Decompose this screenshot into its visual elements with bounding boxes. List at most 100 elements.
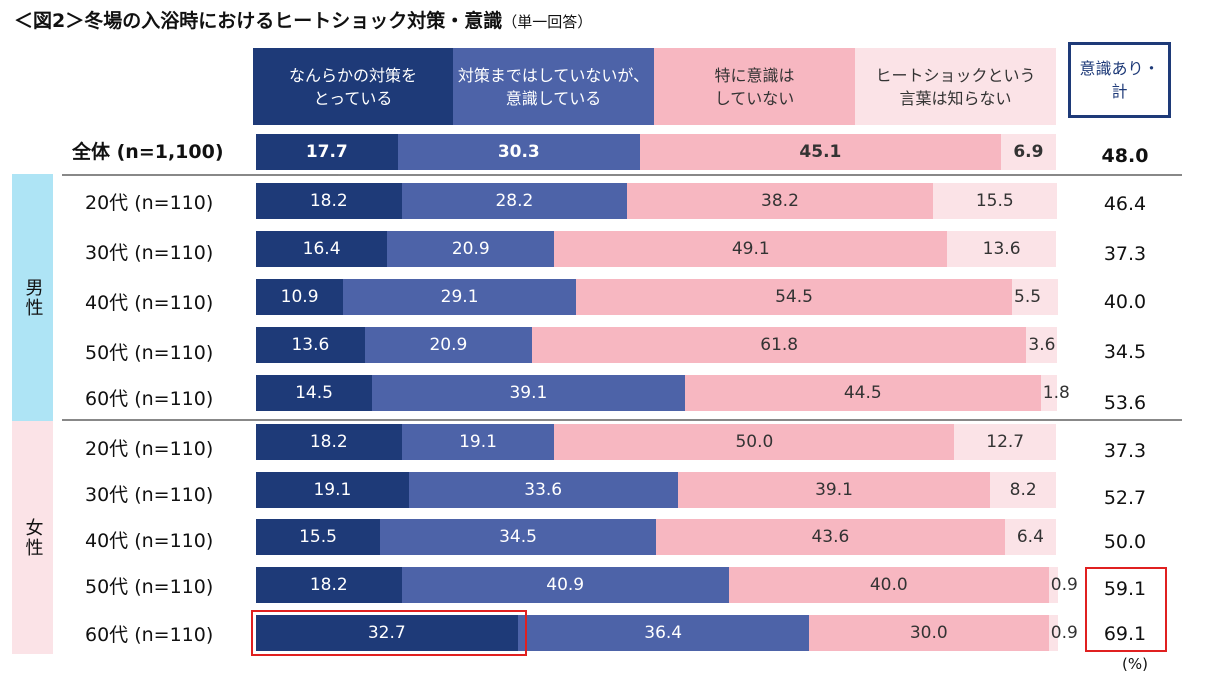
data-label: 18.2	[309, 432, 348, 452]
data-label: 45.1	[799, 142, 842, 162]
group-band-male: 男性	[12, 174, 53, 421]
data-label: 13.6	[291, 335, 330, 355]
data-label: 20.9	[429, 335, 468, 355]
row-label: 40代 (n=110)	[85, 292, 214, 314]
bar-segment: 6.9	[1000, 134, 1056, 170]
bar-segment: 15.5	[932, 183, 1057, 219]
bar-segment: 15.5	[256, 519, 380, 555]
data-label: 28.2	[495, 191, 534, 211]
data-label: 15.5	[299, 527, 337, 547]
legend-item-1: 対策まではしていないが、 意識している	[453, 48, 654, 125]
total-value: 48.0	[1101, 145, 1149, 167]
bar-segment: 50.0	[554, 424, 955, 460]
group-label-female: 女性	[22, 517, 44, 558]
bar-segment: 13.6	[947, 231, 1056, 267]
bar-segment: 30.0	[808, 615, 1049, 651]
bar-segment: 28.2	[401, 183, 628, 219]
bar-segment: 33.6	[408, 472, 678, 508]
bar-segment: 16.4	[256, 231, 388, 267]
separator-line-gender	[62, 419, 1182, 421]
bar-segment: 18.2	[256, 424, 402, 460]
data-label: 38.2	[761, 191, 799, 211]
bar-segment: 12.7	[954, 424, 1056, 460]
bar-segment: 34.5	[380, 519, 656, 555]
bar-segment: 13.6	[256, 327, 365, 363]
bar-segment: 61.8	[532, 327, 1027, 363]
data-label: 39.1	[815, 480, 853, 500]
bar-segment: 0.9	[1048, 615, 1078, 651]
bar-segment: 49.1	[554, 231, 948, 267]
total-value: 69.1	[1103, 623, 1147, 645]
data-label: 32.7	[367, 623, 406, 643]
bar-segment: 19.1	[401, 424, 555, 460]
bar-segment: 20.9	[387, 231, 555, 267]
highlight-box-totals	[1085, 567, 1167, 652]
separator-line-overall	[62, 174, 1182, 176]
data-label: 18.2	[309, 575, 348, 595]
total-value: 50.0	[1103, 531, 1147, 553]
row-label: 50代 (n=110)	[85, 576, 214, 598]
legend-item-0: なんらかの対策を とっている	[253, 48, 453, 125]
bar-segment: 3.6	[1026, 327, 1058, 363]
legend-item-3: ヒートショックという 言葉は知らない	[855, 48, 1056, 125]
data-label: 54.5	[775, 287, 813, 307]
row-label: 全体 (n=1,100)	[72, 141, 224, 163]
bar-segment: 5.5	[1012, 279, 1058, 315]
data-label: 14.5	[295, 383, 333, 403]
row-label: 60代 (n=110)	[85, 624, 214, 646]
data-label: 12.7	[986, 432, 1025, 452]
bar-segment: 32.7	[256, 615, 518, 651]
total-value: 59.1	[1103, 578, 1147, 600]
bar-segment: 10.9	[256, 279, 344, 315]
data-label: 44.5	[843, 383, 882, 403]
data-label: 19.1	[313, 480, 352, 500]
data-label: 0.9	[1050, 623, 1078, 643]
bar-segment: 0.9	[1048, 567, 1078, 603]
bar-segment: 40.0	[728, 567, 1049, 603]
data-label: 6.4	[1016, 527, 1044, 547]
bar-segment: 14.5	[256, 375, 372, 411]
data-label: 20.9	[451, 239, 490, 259]
total-value: 37.3	[1103, 440, 1147, 462]
row-label: 20代 (n=110)	[85, 192, 214, 214]
data-label: 29.1	[440, 287, 479, 307]
data-label: 43.6	[811, 527, 850, 547]
row-label: 60代 (n=110)	[85, 388, 214, 410]
bar-segment: 43.6	[656, 519, 1005, 555]
data-label: 10.9	[280, 287, 319, 307]
data-label: 18.2	[309, 191, 348, 211]
chart-subtitle: （単一回答）	[502, 13, 593, 31]
data-label: 30.0	[909, 623, 948, 643]
row-label: 30代 (n=110)	[85, 484, 214, 506]
bar-segment: 40.9	[401, 567, 729, 603]
bar-segment: 17.7	[256, 134, 398, 170]
data-label: 8.2	[1009, 480, 1037, 500]
data-label: 1.8	[1042, 383, 1070, 403]
data-label: 6.9	[1013, 142, 1044, 162]
data-label: 40.0	[869, 575, 908, 595]
total-column-header: 意識あり・ 計	[1068, 42, 1171, 118]
bar-segment: 39.1	[677, 472, 991, 508]
bar-segment: 18.2	[256, 183, 402, 219]
data-label: 16.4	[302, 239, 341, 259]
bar-segment: 45.1	[640, 134, 1001, 170]
bar-segment: 29.1	[343, 279, 576, 315]
group-band-female: 女性	[12, 421, 53, 654]
row-label: 30代 (n=110)	[85, 242, 214, 264]
data-label: 15.5	[975, 191, 1014, 211]
bar-segment: 19.1	[256, 472, 409, 508]
row-label: 40代 (n=110)	[85, 530, 214, 552]
bar-segment: 30.3	[397, 134, 640, 170]
legend-item-2: 特に意識は していない	[654, 48, 855, 125]
data-label: 13.6	[982, 239, 1021, 259]
total-value: 46.4	[1103, 193, 1147, 215]
bar-segment: 18.2	[256, 567, 402, 603]
bar-segment: 1.8	[1040, 375, 1070, 411]
bar-segment: 38.2	[627, 183, 933, 219]
data-label: 3.6	[1028, 335, 1056, 355]
data-label: 34.5	[499, 527, 537, 547]
data-label: 40.9	[546, 575, 585, 595]
unit-note: (%)	[1122, 655, 1148, 673]
data-label: 49.1	[731, 239, 770, 259]
row-label: 50代 (n=110)	[85, 342, 214, 364]
